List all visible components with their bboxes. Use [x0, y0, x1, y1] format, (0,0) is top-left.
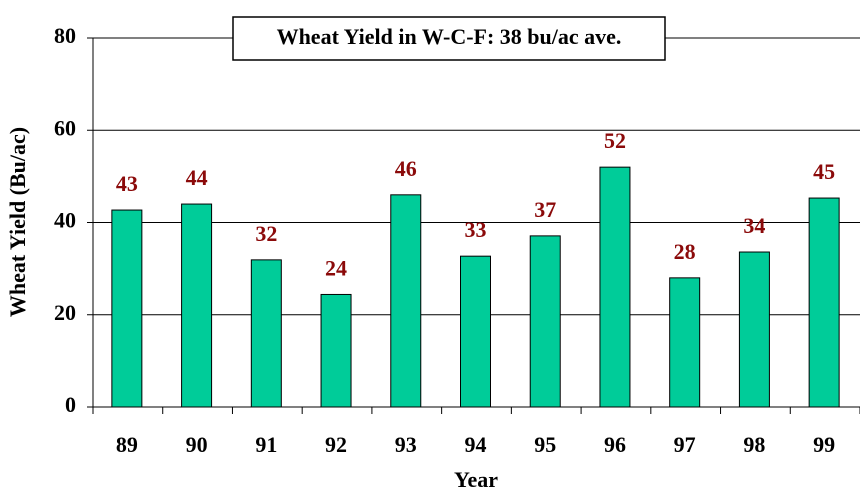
x-tick-label: 99	[813, 432, 835, 457]
bar	[669, 277, 701, 408]
title-box	[232, 16, 666, 61]
x-tick-label: 89	[116, 432, 138, 457]
bar	[111, 209, 143, 408]
value-label: 44	[186, 165, 208, 190]
value-label: 37	[534, 197, 556, 222]
value-label: 32	[255, 221, 277, 246]
value-label: 34	[743, 213, 765, 238]
chart-title: Wheat Yield in W-C-F: 38 bu/ac ave.	[277, 24, 622, 49]
y-tick-label: 20	[54, 300, 76, 325]
bar	[738, 251, 770, 408]
x-tick-label: 98	[743, 432, 765, 457]
y-tick-label: 60	[54, 115, 76, 140]
bar	[529, 235, 561, 408]
x-tick-label: 97	[674, 432, 696, 457]
value-label: 52	[604, 128, 626, 153]
value-label: 33	[465, 217, 487, 242]
bar	[250, 259, 282, 408]
bar	[460, 255, 491, 408]
value-label: 43	[116, 171, 138, 196]
x-tick-label: 90	[186, 432, 208, 457]
value-label: 45	[813, 159, 835, 184]
x-axis-title: Year	[454, 467, 498, 492]
y-tick-label: 80	[54, 23, 76, 48]
bar	[320, 293, 352, 408]
x-tick-label: 94	[465, 432, 487, 457]
value-label: 24	[325, 256, 347, 281]
value-label: 46	[395, 156, 417, 181]
x-tick-label: 93	[395, 432, 417, 457]
y-tick-label: 40	[54, 208, 76, 233]
bar	[599, 166, 631, 408]
y-axis-title: Wheat Yield (Bu/ac)	[5, 127, 30, 317]
x-tick-label: 91	[255, 432, 277, 457]
value-label: 28	[674, 239, 696, 264]
bar	[808, 197, 840, 408]
x-tick-label: 95	[534, 432, 556, 457]
x-tick-label: 92	[325, 432, 347, 457]
y-tick-label: 0	[65, 392, 76, 417]
bar	[390, 194, 422, 408]
bar	[181, 203, 213, 408]
x-tick-label: 96	[604, 432, 626, 457]
